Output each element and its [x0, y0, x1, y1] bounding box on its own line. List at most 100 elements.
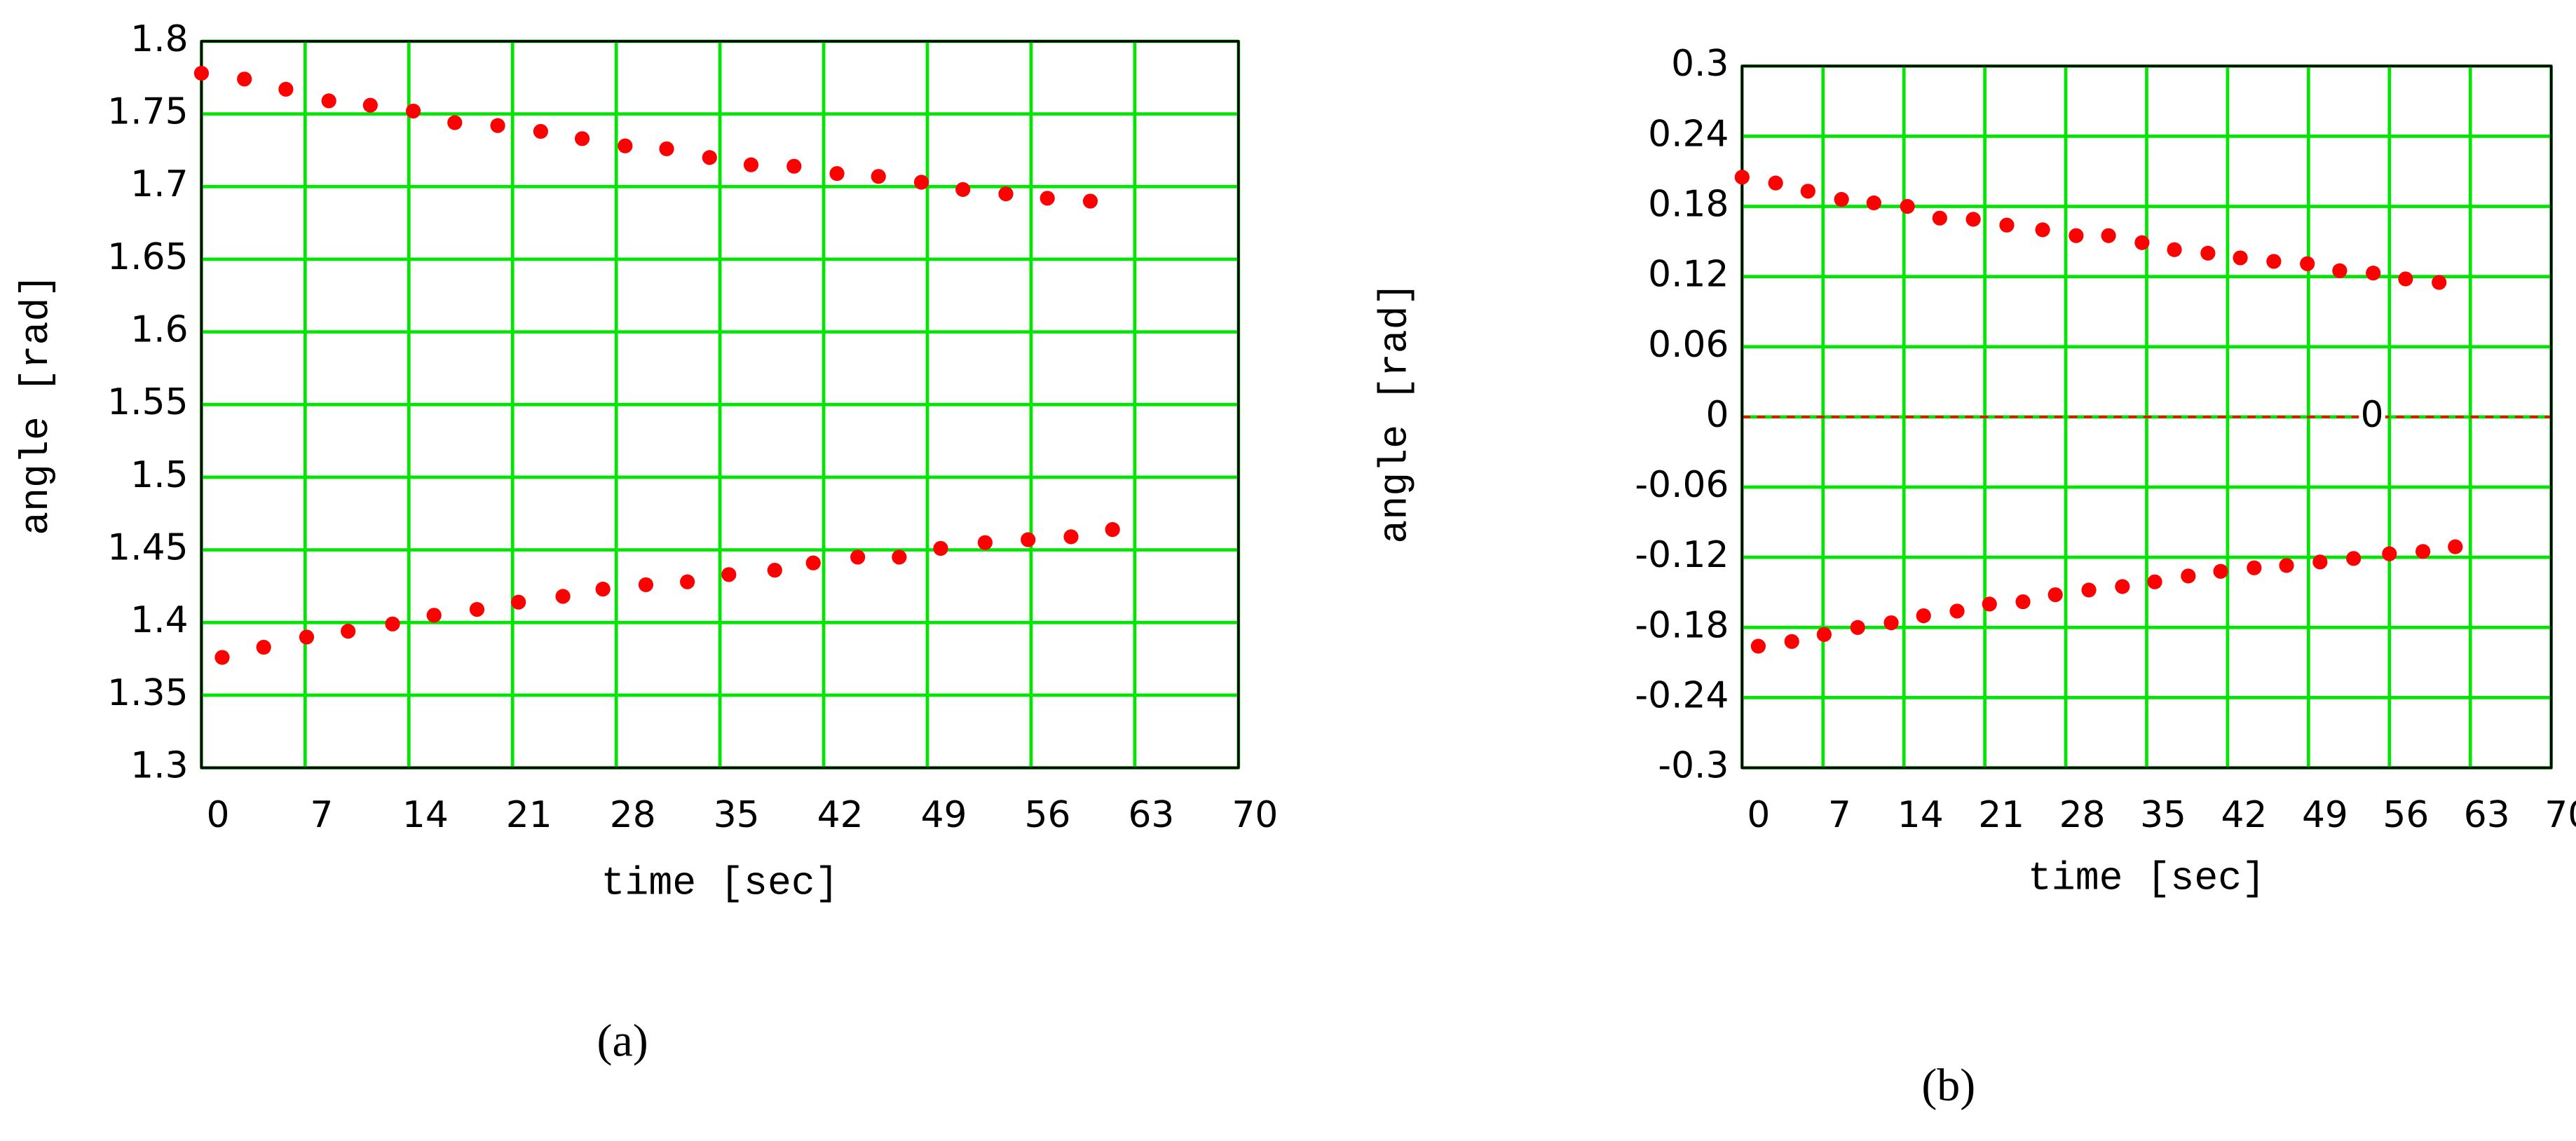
data-point: [1040, 191, 1055, 206]
data-point: [933, 540, 948, 556]
data-point: [256, 639, 271, 655]
y-tick-label: 0: [1706, 394, 1729, 436]
data-point: [2167, 242, 2182, 257]
x-axis-label: time [sec]: [601, 861, 838, 906]
data-point: [299, 629, 315, 645]
data-point: [2035, 222, 2050, 238]
data-point: [998, 186, 1014, 202]
data-point: [638, 577, 654, 592]
data-point: [595, 581, 611, 597]
y-tick-label: 1.5: [130, 454, 188, 496]
data-point: [278, 81, 294, 97]
data-point: [490, 118, 505, 133]
x-tick-label: 14: [402, 794, 449, 836]
data-point: [977, 535, 993, 550]
data-point: [2398, 271, 2413, 287]
data-point: [2213, 563, 2228, 579]
x-tick-label: 35: [2140, 794, 2186, 836]
x-tick-label: 70: [2544, 794, 2576, 836]
data-point: [1784, 634, 1799, 649]
y-axis-label: angle [rad]: [14, 274, 59, 535]
data-point: [1834, 191, 1849, 207]
y-tick-label: 0.24: [1648, 113, 1729, 155]
data-point: [2346, 551, 2362, 566]
y-tick-label: 1.3: [130, 745, 188, 787]
y-tick-label: 1.8: [130, 18, 188, 60]
reference-label-bg: [2359, 398, 2385, 435]
data-point: [1800, 184, 1815, 199]
x-tick-label: 56: [2383, 794, 2429, 836]
panel-label: (a): [597, 1015, 648, 1066]
data-point: [237, 71, 252, 87]
data-point: [2448, 539, 2463, 554]
data-point: [955, 182, 971, 197]
y-tick-label: 1.35: [107, 672, 188, 714]
x-tick-label: 28: [2059, 794, 2106, 836]
x-tick-label: 70: [1232, 794, 1278, 836]
x-tick-label: 0: [206, 794, 229, 836]
x-tick-label: 63: [1128, 794, 1174, 836]
data-point: [1883, 615, 1899, 631]
data-point: [721, 567, 737, 582]
x-tick-label: 42: [2221, 794, 2268, 836]
y-tick-label: -0.18: [1635, 604, 1729, 646]
x-tick-label: 21: [1978, 794, 2024, 836]
data-point: [2101, 228, 2116, 243]
data-point: [2279, 558, 2294, 573]
data-point: [767, 562, 782, 578]
data-point: [805, 555, 821, 570]
x-tick-label: 56: [1025, 794, 1071, 836]
data-point: [871, 169, 886, 184]
y-tick-label: 0.06: [1648, 324, 1729, 366]
data-point: [2332, 263, 2347, 278]
data-point: [574, 131, 590, 146]
data-point: [2300, 256, 2315, 271]
x-tick-label: 49: [921, 794, 967, 836]
x-tick-label: 49: [2302, 794, 2348, 836]
data-point: [2247, 560, 2262, 575]
x-tick-label: 7: [310, 794, 333, 836]
y-tick-label: -0.06: [1635, 464, 1729, 506]
data-point: [2415, 544, 2431, 559]
data-point: [680, 574, 695, 589]
y-tick-label: 0.12: [1648, 254, 1729, 296]
data-point: [2181, 568, 2196, 584]
data-point: [1866, 195, 1881, 211]
data-point: [447, 115, 463, 130]
y-tick-label: 1.4: [130, 599, 188, 641]
data-point: [426, 608, 442, 623]
data-point: [1816, 627, 1832, 642]
data-point: [892, 549, 907, 565]
data-point: [1750, 638, 1766, 654]
data-point: [2147, 574, 2162, 589]
data-point: [1063, 529, 1079, 545]
x-tick-label: 42: [817, 794, 864, 836]
data-point: [1021, 532, 1036, 547]
y-tick-label: 1.65: [107, 236, 188, 278]
data-point: [2200, 245, 2216, 261]
data-point: [2382, 546, 2397, 561]
plot-border: [1740, 64, 2553, 770]
y-axis-label: angle [rad]: [1373, 282, 1418, 543]
data-point: [913, 175, 929, 190]
x-tick-label: 21: [506, 794, 552, 836]
data-point: [1900, 198, 1915, 214]
x-tick-label: 35: [714, 794, 760, 836]
data-point: [850, 549, 866, 565]
data-point: [533, 123, 548, 139]
x-tick-label: 28: [610, 794, 656, 836]
y-tick-label: 1.6: [130, 309, 188, 351]
x-tick-label: 0: [1747, 794, 1770, 836]
data-point: [469, 601, 485, 617]
plot-border: [200, 40, 1240, 770]
y-tick-label: 1.75: [107, 91, 188, 133]
reference-label: 0: [2361, 394, 2384, 436]
data-point: [2015, 594, 2031, 610]
data-point: [1932, 210, 1947, 226]
data-point: [406, 103, 421, 119]
y-tick-label: -0.12: [1635, 534, 1729, 576]
data-point: [555, 589, 571, 604]
y-tick-label: 0.3: [1671, 43, 1729, 85]
